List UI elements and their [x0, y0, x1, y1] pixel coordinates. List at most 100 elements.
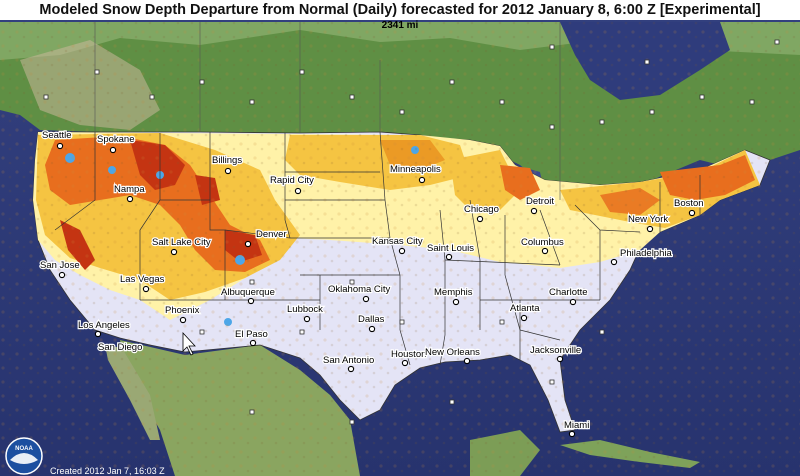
city-san-diego[interactable]: San Diego [97, 341, 144, 354]
created-timestamp: Created 2012 Jan 7, 16:03 Z [50, 466, 165, 476]
city-dot [368, 325, 376, 333]
city-dot [170, 248, 178, 256]
noaa-logo-text: NOAA [15, 446, 33, 452]
city-salt-lake-city[interactable]: Salt Lake City [151, 236, 212, 256]
city-label: Oklahoma City [328, 284, 391, 295]
city-philadelphia[interactable]: Philadelphia [610, 247, 674, 266]
city-oklahoma-city[interactable]: Oklahoma City [327, 283, 392, 303]
city-dot [303, 315, 311, 323]
city-label: Albuquerque [221, 287, 275, 298]
city-label: Detroit [526, 196, 554, 207]
city-label: Minneapolis [390, 164, 441, 175]
city-label: Phoenix [165, 305, 200, 316]
city-label: Billings [212, 155, 242, 166]
city-boston[interactable]: Boston [673, 197, 705, 217]
scale-label: 2341 mi [381, 20, 419, 31]
city-label: Salt Lake City [152, 237, 211, 248]
city-detroit[interactable]: Detroit [525, 195, 556, 215]
city-dot [610, 258, 618, 266]
city-el-paso[interactable]: El Paso [234, 328, 269, 347]
city-rapid-city[interactable]: Rapid City [269, 174, 315, 195]
city-dot [347, 365, 355, 373]
city-dot [520, 314, 528, 322]
city-label: Memphis [434, 287, 473, 298]
city-dot [452, 298, 460, 306]
city-dot [362, 295, 370, 303]
city-label: Kansas City [372, 236, 423, 247]
city-dot [445, 253, 453, 261]
city-dot [541, 247, 549, 255]
city-houston[interactable]: Houston [390, 348, 428, 367]
city-label: Las Vegas [120, 274, 165, 285]
city-label: Jacksonville [530, 345, 581, 356]
city-spokane[interactable]: Spokane [96, 133, 136, 154]
city-label: San Antonio [323, 355, 374, 366]
city-label: Columbus [521, 237, 564, 248]
city-chicago[interactable]: Chicago [463, 203, 500, 223]
city-label: Atlanta [510, 303, 540, 314]
city-lubbock[interactable]: Lubbock [286, 303, 324, 323]
city-dot [556, 355, 564, 363]
city-new-orleans[interactable]: New Orleans [424, 346, 481, 365]
city-columbus[interactable]: Columbus [520, 236, 565, 255]
city-dot [224, 167, 232, 175]
city-jacksonville[interactable]: Jacksonville [529, 344, 582, 363]
city-dot [530, 207, 538, 215]
city-phoenix[interactable]: Phoenix [164, 304, 201, 324]
city-kansas-city[interactable]: Kansas City [371, 235, 424, 255]
city-dot [56, 142, 64, 150]
city-las-vegas[interactable]: Las Vegas [119, 273, 166, 293]
city-dot [118, 342, 126, 350]
city-nampa[interactable]: Nampa [113, 183, 147, 203]
city-label: El Paso [235, 329, 268, 340]
city-dot [249, 339, 257, 347]
city-dallas[interactable]: Dallas [357, 313, 386, 333]
city-label: San Diego [98, 342, 142, 353]
city-dot [401, 359, 409, 367]
city-label: San Jose [40, 260, 80, 271]
city-albuquerque[interactable]: Albuquerque [220, 286, 276, 305]
city-dot [58, 271, 66, 279]
city-memphis[interactable]: Memphis [433, 286, 474, 306]
city-san-jose[interactable]: San Jose [39, 259, 81, 279]
city-dot [294, 187, 302, 195]
city-label: Los Angeles [78, 320, 130, 331]
city-san-antonio[interactable]: San Antonio [322, 354, 375, 373]
mouse-cursor-icon [182, 331, 196, 356]
city-label: Seattle [42, 130, 72, 141]
city-label: Spokane [97, 134, 135, 145]
city-new-york[interactable]: New York [627, 213, 670, 233]
city-billings[interactable]: Billings [211, 154, 244, 175]
city-dot [247, 297, 255, 305]
city-label: Lubbock [287, 304, 323, 315]
city-label: Rapid City [270, 175, 314, 186]
city-atlanta[interactable]: Atlanta [509, 302, 541, 322]
city-saint-louis[interactable]: Saint Louis [426, 242, 475, 261]
city-dot [568, 430, 576, 438]
city-label: Boston [674, 198, 704, 209]
city-minneapolis[interactable]: Minneapolis [389, 163, 442, 184]
state-boundaries [54, 131, 701, 366]
city-dot [398, 247, 406, 255]
city-label: Houston [391, 349, 426, 360]
city-label: Nampa [114, 184, 145, 195]
title-bar: Modeled Snow Depth Departure from Normal… [0, 0, 800, 20]
city-label: Charlotte [549, 287, 588, 298]
city-seattle[interactable]: Seattle [41, 129, 73, 150]
city-label: Miami [564, 420, 589, 431]
city-dot [94, 330, 102, 338]
city-layer: Seattle Spokane Billings Rapid City Minneapo… [39, 129, 705, 438]
city-dot [463, 357, 471, 365]
city-miami[interactable]: Miami [563, 419, 591, 438]
city-label: Denver [256, 229, 287, 240]
city-label: Dallas [358, 314, 385, 325]
city-dot [476, 215, 484, 223]
city-label: Saint Louis [427, 243, 474, 254]
city-denver[interactable]: Denver [244, 228, 288, 248]
city-dot [142, 285, 150, 293]
city-charlotte[interactable]: Charlotte [548, 286, 589, 306]
city-label: New York [628, 214, 668, 225]
city-los-angeles[interactable]: Los Angeles [77, 319, 131, 338]
